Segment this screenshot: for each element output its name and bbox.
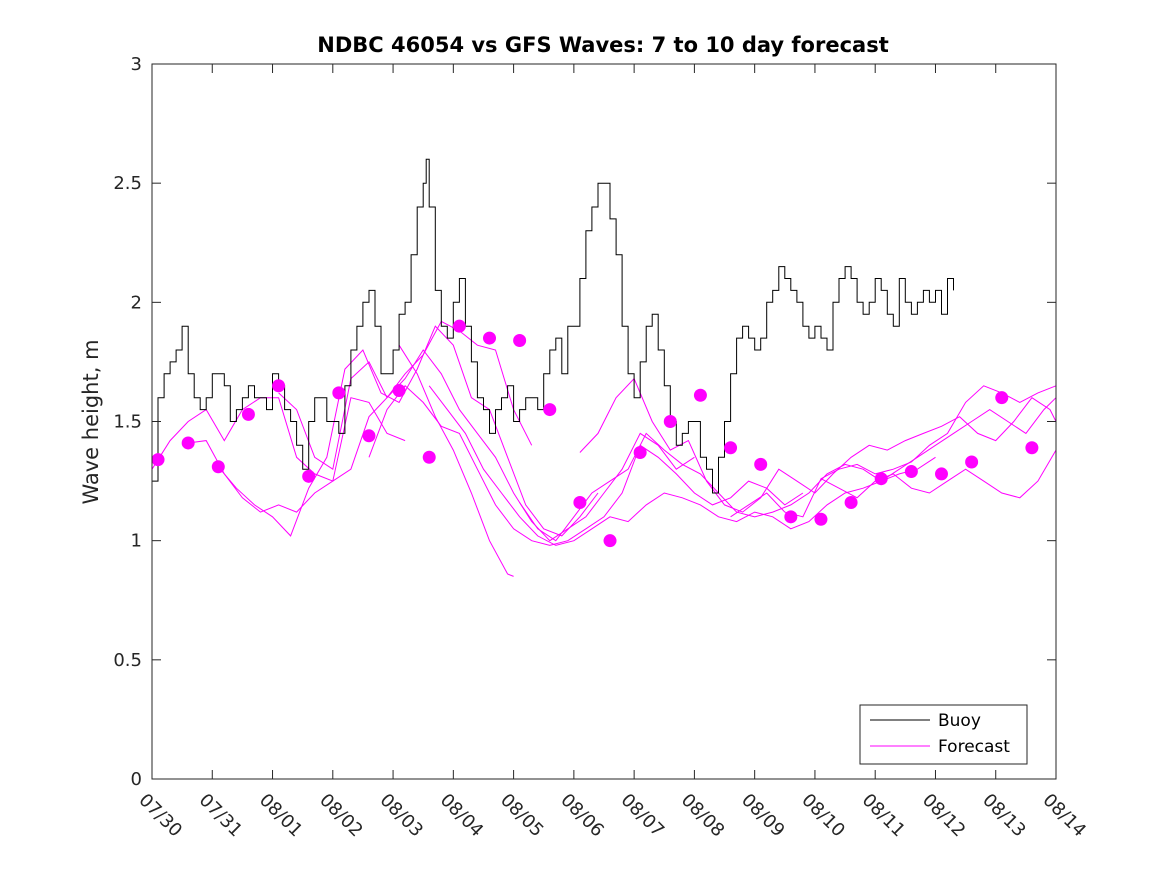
legend-forecast-label: Forecast — [938, 737, 1010, 757]
forecast-point — [874, 472, 888, 486]
forecast-point — [693, 388, 707, 402]
forecast-point — [513, 333, 527, 347]
y-tick-label: 0.5 — [113, 650, 142, 671]
forecast-point — [603, 534, 617, 548]
y-tick-label: 0 — [131, 769, 142, 790]
forecast-point — [241, 407, 255, 421]
forecast-point — [1025, 441, 1039, 455]
forecast-point — [151, 453, 165, 467]
y-tick-label: 1 — [131, 531, 142, 552]
forecast-point — [452, 319, 466, 333]
forecast-point — [934, 467, 948, 481]
forecast-line — [398, 344, 514, 577]
y-tick-label: 2.5 — [113, 173, 142, 194]
forecast-point — [724, 441, 738, 455]
forecast-line — [519, 397, 1057, 542]
y-tick-label: 3 — [131, 54, 142, 75]
forecast-point — [633, 445, 647, 459]
legend-buoy-label: Buoy — [938, 711, 981, 731]
forecast-point — [965, 455, 979, 469]
forecast-point — [784, 510, 798, 524]
forecast-line — [278, 349, 695, 542]
forecast-point — [392, 384, 406, 398]
forecast-line — [428, 385, 936, 546]
forecast-point — [844, 496, 858, 510]
forecast-point — [211, 460, 225, 474]
forecast-point — [814, 512, 828, 526]
forecast-line — [368, 385, 804, 546]
forecast-point — [482, 331, 496, 345]
forecast-line — [151, 397, 406, 482]
y-axis: 0 0.5 1 1.5 2 2.5 3 — [113, 54, 1056, 790]
forecast-point — [181, 436, 195, 450]
chart-title: NDBC 46054 vs GFS Waves: 7 to 10 day for… — [317, 33, 888, 57]
forecast-point — [543, 403, 557, 417]
forecast-point — [362, 429, 376, 443]
legend-box — [859, 704, 1028, 765]
forecast-point — [272, 379, 286, 393]
forecast-point — [573, 496, 587, 510]
forecast-point — [904, 465, 918, 479]
forecast-point — [332, 386, 346, 400]
forecast-point — [422, 450, 436, 464]
forecast-line — [217, 325, 599, 537]
legend: Buoy Forecast — [859, 704, 1028, 765]
y-tick-label: 2 — [131, 292, 142, 313]
forecast-point — [302, 469, 316, 483]
forecast-line — [188, 320, 533, 513]
forecast-line — [579, 377, 1057, 513]
buoy-line — [152, 158, 954, 494]
forecast-point — [754, 457, 768, 471]
forecast-point — [995, 391, 1009, 405]
series-layer — [151, 158, 1057, 577]
forecast-point — [663, 415, 677, 428]
y-tick-label: 1.5 — [113, 412, 142, 433]
y-axis-label: Wave height, m — [79, 339, 103, 504]
forecast-line — [820, 449, 1057, 499]
